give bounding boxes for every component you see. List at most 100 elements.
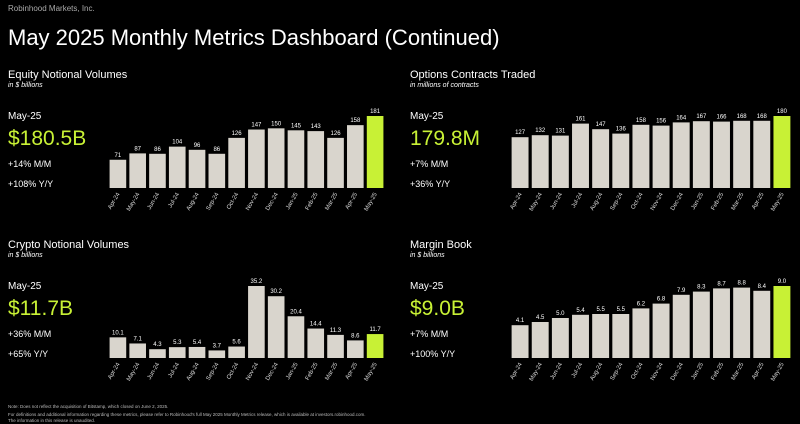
bar (672, 294, 690, 358)
x-tick-label: May-24 (126, 361, 142, 382)
x-tick-label: Feb-25 (711, 361, 726, 381)
bar (366, 116, 384, 188)
bar (753, 120, 771, 188)
value-label: 158 (636, 118, 647, 124)
bar (208, 153, 226, 188)
bar (612, 133, 630, 188)
x-tick-label: May-24 (126, 191, 142, 212)
bar (228, 137, 245, 188)
value-label: 87 (134, 146, 141, 152)
bar (572, 123, 589, 188)
bar (672, 122, 690, 188)
x-tick-label: Aug-24 (589, 191, 604, 211)
bar (327, 334, 344, 358)
value-label: 7.1 (134, 336, 143, 342)
kpi-yoy: +108% Y/Y (8, 179, 53, 189)
x-tick-label: May-24 (529, 191, 545, 212)
bar (149, 349, 166, 358)
value-label: 4.1 (516, 318, 525, 324)
value-label: 5.4 (193, 340, 202, 346)
kpi-period: May-25 (410, 111, 444, 122)
value-label: 158 (350, 118, 361, 124)
x-tick-label: Nov-24 (650, 361, 665, 381)
panel-subtitle: in $ billions (8, 252, 43, 259)
panel-title: Crypto Notional Volumes (8, 239, 130, 251)
x-tick-label: May-25 (770, 361, 786, 382)
x-tick-label: Nov-24 (650, 191, 665, 211)
bar (248, 286, 265, 358)
kpi-value: 179.8M (410, 127, 480, 150)
kpi-period: May-25 (8, 111, 42, 122)
value-label: 5.4 (576, 308, 585, 314)
bar (228, 346, 245, 358)
bar (713, 288, 730, 358)
bar (713, 121, 730, 188)
x-tick-label: Dec-24 (265, 191, 280, 211)
panel-title: Equity Notional Volumes (8, 69, 128, 81)
bar (592, 129, 610, 188)
x-tick-label: Apr-24 (107, 191, 122, 210)
x-tick-label: Jun-24 (147, 361, 162, 380)
x-tick-label: Apr-24 (107, 361, 122, 380)
x-tick-label: Nov-24 (245, 191, 260, 211)
value-label: 150 (271, 121, 282, 127)
value-label: 86 (154, 147, 161, 153)
footnote: For definitions and additional informati… (8, 412, 366, 417)
footnote: Note: Does not reflect the acquisition o… (8, 404, 168, 409)
bar (733, 287, 751, 358)
x-tick-label: Feb-25 (305, 191, 320, 211)
value-label: 8.8 (737, 281, 746, 287)
panel-subtitle: in $ billions (8, 82, 43, 89)
x-tick-label: May-24 (529, 361, 545, 382)
x-tick-label: Jan-25 (285, 191, 300, 210)
bar (109, 159, 127, 188)
x-tick-label: Oct-24 (226, 191, 241, 210)
value-label: 126 (232, 131, 243, 137)
value-label: 20.4 (290, 309, 302, 315)
value-label: 5.6 (232, 340, 241, 346)
value-label: 180 (777, 109, 788, 115)
x-tick-label: Nov-24 (245, 361, 260, 381)
bar (733, 120, 751, 188)
value-label: 156 (656, 119, 667, 125)
value-label: 96 (194, 143, 201, 149)
bar (592, 314, 610, 358)
value-label: 4.5 (536, 315, 545, 321)
bar (551, 135, 569, 188)
kpi-yoy: +100% Y/Y (410, 349, 455, 359)
x-tick-label: Apr-25 (345, 191, 360, 210)
bar (692, 291, 710, 358)
panel-title: Options Contracts Traded (410, 69, 535, 81)
x-tick-label: Mar-25 (325, 361, 340, 381)
bar (531, 135, 549, 188)
x-tick-label: Apr-25 (345, 361, 360, 380)
x-tick-label: Jul-24 (168, 191, 182, 209)
bar (248, 129, 265, 188)
value-label: 136 (616, 127, 627, 133)
bar (208, 350, 226, 358)
value-label: 9.0 (778, 279, 787, 285)
bar (652, 303, 670, 358)
x-tick-label: Feb-25 (305, 361, 320, 381)
kpi-mom: +36% M/M (8, 329, 51, 339)
x-tick-label: Aug-24 (186, 361, 201, 381)
value-label: 6.8 (657, 297, 666, 303)
bar (773, 116, 791, 188)
x-tick-label: Jul-24 (168, 361, 182, 379)
bar (511, 325, 529, 358)
bar (168, 347, 186, 358)
panel-subtitle: in millions of contracts (410, 82, 479, 89)
value-label: 147 (596, 122, 607, 128)
bar (188, 346, 206, 358)
value-label: 143 (311, 124, 322, 130)
bar (652, 125, 670, 188)
x-tick-label: Jun-24 (550, 361, 565, 380)
x-tick-label: Apr-24 (510, 191, 525, 210)
value-label: 3.7 (213, 343, 222, 349)
kpi-mom: +14% M/M (8, 159, 51, 169)
x-tick-label: May-25 (364, 361, 380, 382)
bar (511, 137, 529, 188)
x-tick-label: Sep-24 (206, 191, 221, 211)
bar (366, 334, 384, 358)
